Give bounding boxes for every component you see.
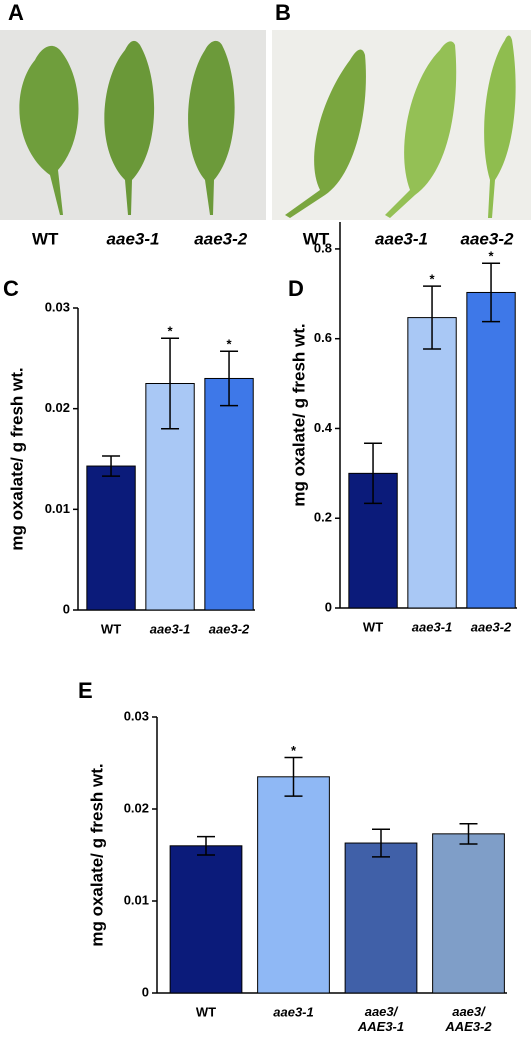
error-bar	[220, 350, 239, 407]
error-bar	[102, 455, 121, 477]
x-tick-label-line: aae3/	[365, 1004, 399, 1019]
panel-letter: B	[275, 0, 291, 25]
error-bar	[482, 262, 501, 323]
x-tick-label-line: aae3/	[452, 1004, 486, 1019]
y-tick-label: 0.2	[314, 510, 332, 525]
bar	[86, 465, 136, 611]
photo-b	[272, 30, 531, 220]
significance-mark: *	[168, 324, 174, 339]
bar	[432, 833, 505, 994]
photo-caption: WT	[32, 229, 59, 248]
x-tick-label: aae3-1	[150, 621, 190, 636]
x-tick-label-line: AAE3-2	[444, 1019, 492, 1034]
leaf	[188, 40, 235, 215]
x-tick-label: aae3/AAE3-2	[444, 1004, 492, 1034]
y-tick-label: 0	[142, 984, 149, 999]
x-tick-label: aae3-2	[209, 621, 250, 636]
bar	[407, 317, 457, 609]
significance-mark: *	[291, 743, 297, 758]
error-bar	[197, 835, 215, 856]
photo-caption: aae3-2	[194, 229, 247, 248]
x-tick-label: aae3-2	[471, 619, 512, 634]
photo-a	[0, 30, 266, 220]
x-tick-label: WT	[196, 1004, 216, 1019]
leaf	[285, 49, 366, 218]
x-tick-label: aae3-1	[412, 619, 452, 634]
error-bar	[423, 285, 442, 350]
photo-caption: aae3-1	[107, 229, 160, 248]
error-bar	[372, 828, 390, 858]
bar	[169, 845, 243, 994]
y-tick-label: 0.03	[45, 299, 70, 314]
error-bar	[284, 756, 303, 797]
y-tick-label: 0.02	[45, 400, 70, 415]
error-bar	[459, 822, 478, 845]
y-axis-label: mg oxalate/ g fresh wt.	[7, 367, 26, 550]
x-tick-label: WT	[101, 621, 121, 636]
x-tick-label-line: AAE3-1	[357, 1019, 404, 1034]
panel-letter: D	[288, 276, 304, 301]
significance-mark: *	[489, 249, 495, 264]
x-tick-label: WT	[363, 619, 383, 634]
significance-mark: *	[227, 337, 233, 352]
panel-letter: A	[8, 0, 24, 25]
y-tick-label: 0.02	[124, 800, 149, 815]
error-bar	[364, 442, 383, 505]
significance-mark: *	[430, 272, 436, 287]
x-tick-label: aae3/AAE3-1	[357, 1004, 404, 1034]
y-axis-label: mg oxalate/ g fresh wt.	[289, 323, 308, 506]
leaf	[385, 41, 457, 218]
y-tick-label: 0.8	[314, 240, 332, 255]
error-bar	[161, 337, 180, 430]
y-tick-label: 0.01	[45, 501, 70, 516]
leaf	[104, 40, 155, 215]
photo-caption: aae3-2	[461, 229, 514, 248]
bar	[466, 291, 516, 609]
y-tick-label: 0.01	[124, 892, 149, 907]
y-tick-label: 0.03	[124, 708, 149, 723]
y-tick-label: 0	[63, 601, 70, 616]
leaf	[19, 45, 79, 215]
y-tick-label: 0	[325, 599, 332, 614]
bar	[257, 776, 330, 994]
leaf	[484, 35, 516, 218]
x-tick-label: aae3-1	[273, 1004, 313, 1019]
y-axis-label: mg oxalate/ g fresh wt.	[87, 763, 106, 946]
y-tick-label: 0.4	[314, 420, 333, 435]
photo-caption: aae3-1	[375, 229, 428, 248]
panel-letter: E	[78, 678, 93, 703]
panel-letter: C	[3, 276, 19, 301]
y-tick-label: 0.6	[314, 330, 332, 345]
bar	[344, 842, 418, 994]
bar	[204, 377, 254, 611]
photo-caption: WT	[303, 229, 330, 248]
